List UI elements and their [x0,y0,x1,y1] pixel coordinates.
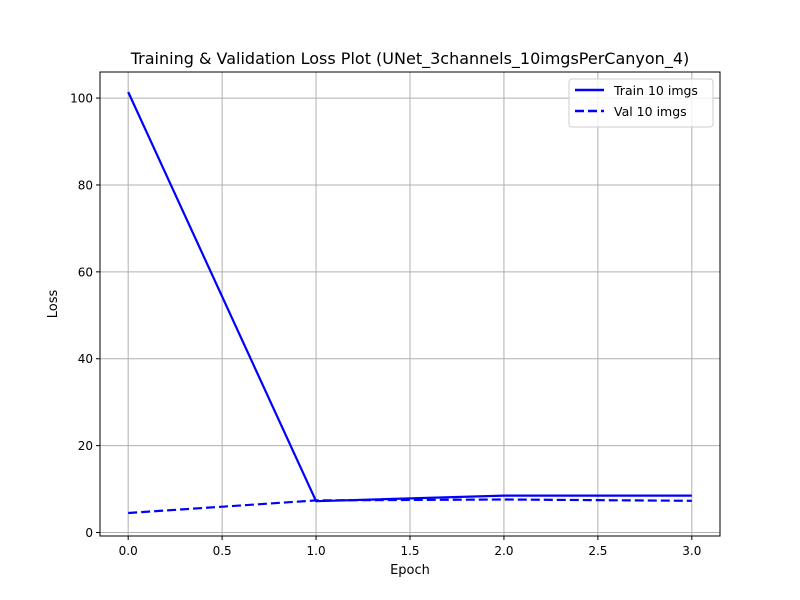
x-axis-ticks: 0.0 0.5 1.0 1.5 2.0 2.5 3.0 [119,536,701,558]
y-tick-label: 20 [78,439,93,453]
legend-box [568,78,714,128]
y-tick-label: 40 [78,352,93,366]
x-tick-label: 2.5 [588,544,607,558]
legend: Train 10 imgs Val 10 imgs [568,78,714,128]
x-tick-label: 0.5 [213,544,232,558]
y-axis-label: Loss [46,290,61,319]
series-lines [127,91,692,515]
legend-label-train: Train 10 imgs [613,83,698,98]
x-tick-label: 0.0 [119,544,138,558]
series-line-train [127,91,692,503]
chart-title: Training & Validation Loss Plot (UNet_3c… [130,49,689,69]
grid [100,72,720,536]
y-tick-label: 60 [78,265,93,279]
series-line-val [128,498,692,515]
y-tick-label: 0 [85,526,93,540]
x-tick-label: 3.0 [682,544,701,558]
y-axis-ticks: 0 20 40 60 80 100 [70,92,100,540]
y-tick-label: 100 [70,92,93,106]
y-tick-label: 80 [78,178,93,192]
x-tick-label: 1.5 [400,544,419,558]
x-tick-label: 2.0 [494,544,513,558]
x-axis-label: Epoch [390,563,430,578]
legend-label-val: Val 10 imgs [614,104,687,119]
x-tick-label: 1.0 [307,544,326,558]
